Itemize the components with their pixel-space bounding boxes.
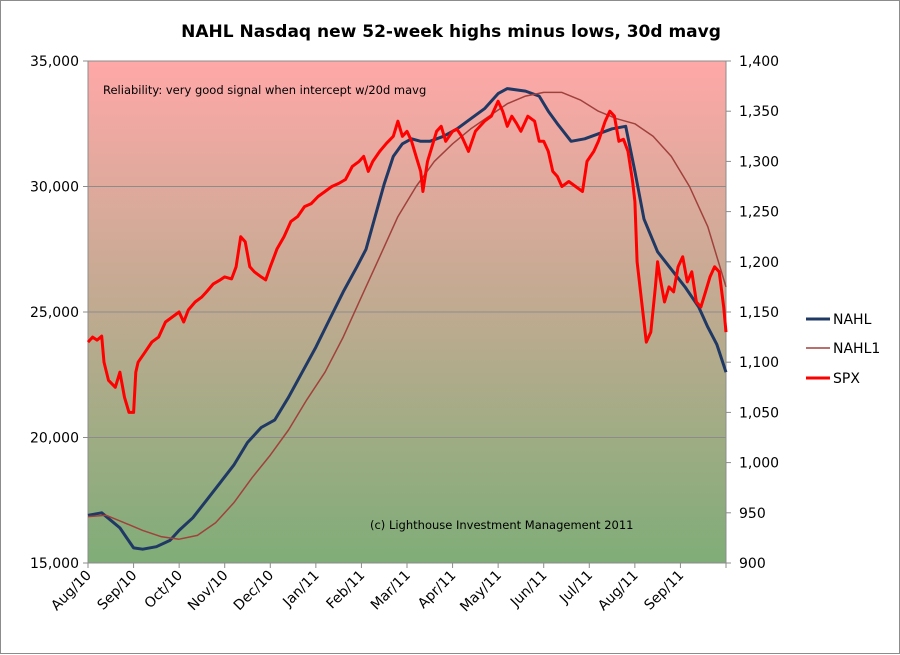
gridlines (88, 186, 726, 438)
y-right-tick-label: 1,300 (739, 154, 779, 170)
x-tick-label: Nov/10 (185, 568, 232, 615)
series-line-spx (86, 99, 728, 414)
x-axis: Aug/10 Sep/10 Oct/10 Nov/10 Dec/10 Jan/11 Feb/… (48, 563, 727, 616)
x-tick-label: Jun/11 (507, 568, 550, 611)
y-right-tick-label: 1,400 (739, 54, 779, 70)
y-right-tick-label: 1,050 (739, 405, 779, 421)
legend-label-nahl1: NAHL1 (833, 341, 880, 357)
y-left-tick-label: 25,000 (30, 305, 79, 321)
x-tick-label: Aug/10 (48, 568, 95, 615)
x-tick-label: May/11 (457, 568, 505, 616)
y-right-tick-label: 1,150 (739, 305, 779, 321)
legend-label-spx: SPX (833, 371, 860, 387)
y-left-tick-label: 15,000 (30, 556, 79, 572)
series-line-nahl (87, 87, 728, 551)
x-tick-label: Aug/11 (595, 568, 642, 615)
y-axis-right: 900 950 1,000 1,050 1,100 1,150 1,200 1,250 1,30… (726, 54, 779, 572)
y-right-tick-label: 1,100 (739, 355, 779, 371)
y-right-tick-label: 1,250 (739, 205, 779, 221)
y-axis-left: 15,000 20,000 25,000 30,000 35,000 (30, 54, 88, 572)
series-line-nahl1 (87, 91, 727, 540)
y-right-tick-label: 1,200 (739, 255, 779, 271)
legend-label-nahl: NAHL (833, 312, 872, 328)
x-tick-label: Mar/11 (368, 568, 414, 614)
y-right-tick-label: 900 (739, 556, 766, 572)
y-right-tick-label: 950 (739, 506, 766, 522)
x-tick-label: Feb/11 (323, 568, 368, 613)
x-tick-label: Oct/10 (142, 568, 186, 612)
y-right-tick-label: 1,000 (739, 456, 779, 472)
legend: NAHL NAHL1 SPX (806, 312, 880, 387)
x-tick-label: Dec/10 (231, 568, 277, 614)
y-right-tick-label: 1,350 (739, 104, 779, 120)
x-tick-label: Sep/10 (94, 568, 140, 614)
copyright-note: (c) Lighthouse Investment Management 201… (370, 518, 633, 532)
reliability-note: Reliability: very good signal when inter… (103, 83, 426, 97)
x-tick-label: Jan/11 (279, 568, 322, 611)
series-layer (86, 87, 728, 551)
x-tick-label: Apr/11 (415, 568, 459, 612)
y-left-tick-label: 20,000 (30, 431, 79, 447)
y-left-tick-label: 30,000 (30, 180, 79, 196)
chart-title: NAHL Nasdaq new 52-week highs minus lows… (181, 22, 721, 42)
y-left-tick-label: 35,000 (30, 54, 79, 70)
x-tick-label: Jul/11 (556, 568, 596, 608)
x-tick-label: Sep/11 (641, 568, 687, 614)
